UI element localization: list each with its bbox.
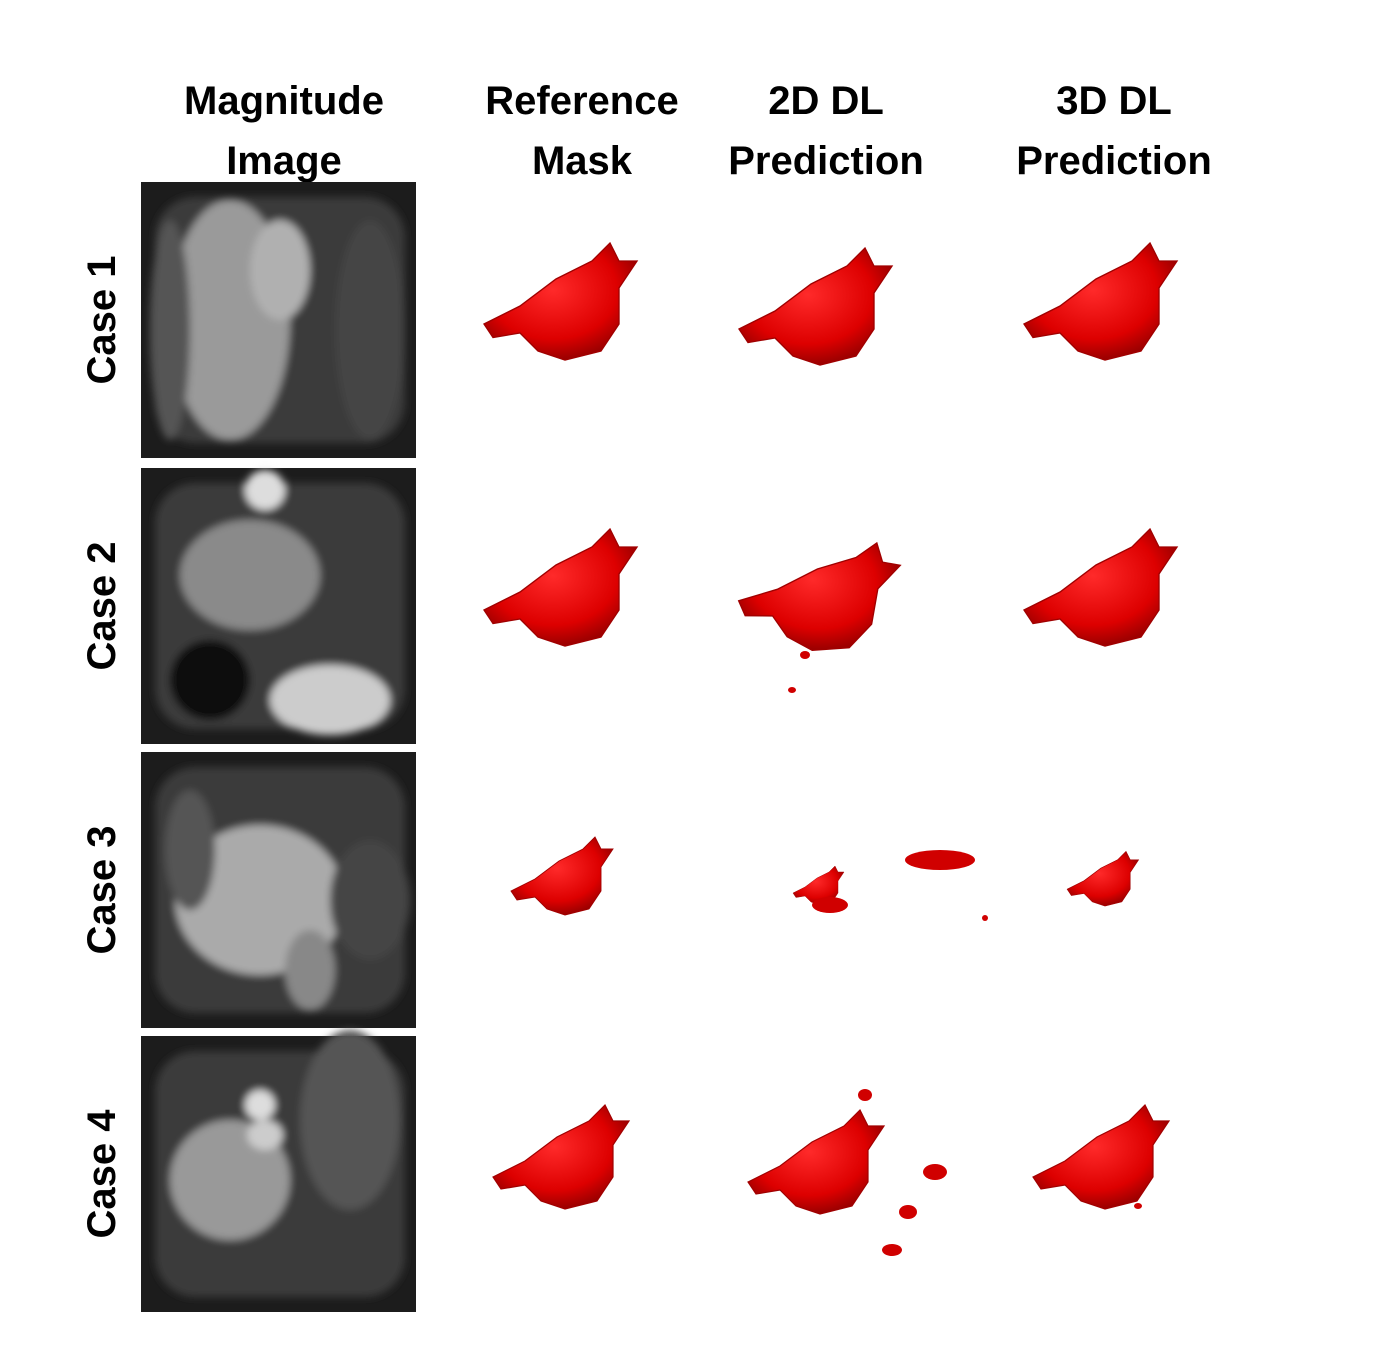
magnitude-image	[141, 752, 416, 1028]
column-header: Image	[226, 139, 342, 183]
segmentation-blob	[1023, 527, 1179, 647]
mri-structure	[165, 790, 215, 910]
column-header: 3D DL	[1056, 79, 1172, 123]
segmentation-blob	[738, 246, 894, 366]
mri-structure	[170, 1120, 290, 1240]
segmentation-fragment	[858, 1089, 872, 1101]
segmentation-blob	[1032, 1103, 1171, 1210]
mri-structure	[335, 220, 405, 440]
row-label: Case 2	[80, 542, 124, 671]
segmentation-blob	[737, 541, 902, 652]
mri-structures	[155, 1030, 405, 1297]
mri-structure	[180, 520, 320, 630]
mri-structure	[247, 1120, 283, 1150]
segmentation-fragment	[982, 915, 988, 921]
mri-structure	[285, 930, 335, 1010]
segmentation-blob	[483, 527, 639, 647]
column-header: Mask	[532, 139, 633, 183]
mri-structure	[330, 840, 410, 960]
segmentation-fragment	[812, 897, 848, 913]
mri-structure	[245, 470, 285, 510]
magnitude-image	[141, 182, 416, 458]
segmentation-blob	[747, 1108, 886, 1215]
segmentation-fragment	[800, 651, 810, 659]
mri-structures	[155, 470, 405, 735]
mri-structures	[155, 767, 410, 1013]
segmentation-blob	[1023, 241, 1179, 361]
segmentation-blob	[792, 865, 845, 906]
mri-structure	[300, 1030, 400, 1210]
segmentation-blob	[492, 1103, 631, 1210]
column-header: Prediction	[1016, 139, 1212, 183]
row-label: Case 3	[80, 826, 124, 955]
magnitude-image	[141, 468, 416, 744]
segmentation-blob	[510, 836, 614, 916]
segmentation-fragment	[788, 687, 796, 693]
segmentation-fragment	[882, 1244, 902, 1256]
segmentation-fragment	[905, 850, 975, 870]
mri-structure	[245, 1090, 275, 1120]
column-header: Reference	[485, 79, 678, 123]
column-header: Magnitude	[184, 79, 384, 123]
mri-structure	[250, 220, 310, 320]
mri-structure	[150, 220, 190, 440]
segmentation-fragment	[899, 1205, 917, 1219]
mri-structure	[270, 665, 390, 735]
segmentation-blob	[483, 241, 639, 361]
segmentation-fragment	[1134, 1203, 1142, 1209]
mri-structure	[170, 640, 250, 720]
row-label: Case 1	[80, 256, 124, 385]
segmentation-blob	[1066, 850, 1140, 907]
column-header: Prediction	[728, 139, 924, 183]
magnitude-image	[141, 1030, 416, 1312]
column-header: 2D DL	[768, 79, 884, 123]
segmentation-fragment	[923, 1164, 947, 1180]
row-label: Case 4	[80, 1109, 124, 1239]
mri-structures	[150, 197, 405, 443]
